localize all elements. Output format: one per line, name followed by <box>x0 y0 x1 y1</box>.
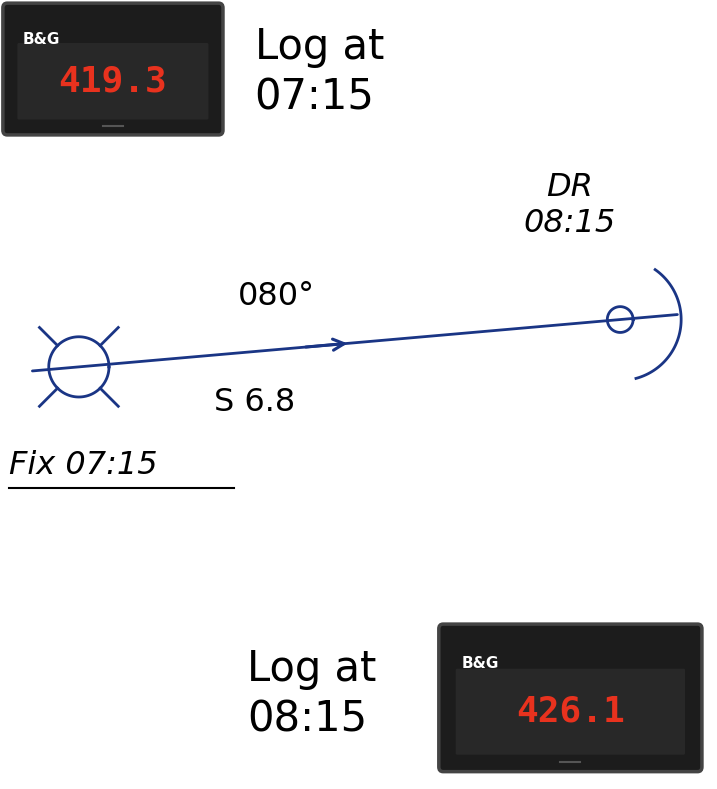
FancyBboxPatch shape <box>456 669 685 754</box>
Text: DR
08:15: DR 08:15 <box>524 172 616 238</box>
Text: B&G: B&G <box>23 32 60 47</box>
FancyBboxPatch shape <box>17 43 209 120</box>
Text: Fix 07:15: Fix 07:15 <box>9 450 157 481</box>
Text: 426.1: 426.1 <box>516 694 625 729</box>
FancyBboxPatch shape <box>439 624 702 772</box>
Text: B&G: B&G <box>462 656 499 671</box>
Text: Log at
07:15: Log at 07:15 <box>255 27 384 118</box>
Text: 419.3: 419.3 <box>59 64 167 99</box>
Text: 080°: 080° <box>237 281 315 312</box>
Text: S 6.8: S 6.8 <box>214 387 295 417</box>
Text: Log at
08:15: Log at 08:15 <box>247 649 376 740</box>
FancyBboxPatch shape <box>3 3 223 135</box>
